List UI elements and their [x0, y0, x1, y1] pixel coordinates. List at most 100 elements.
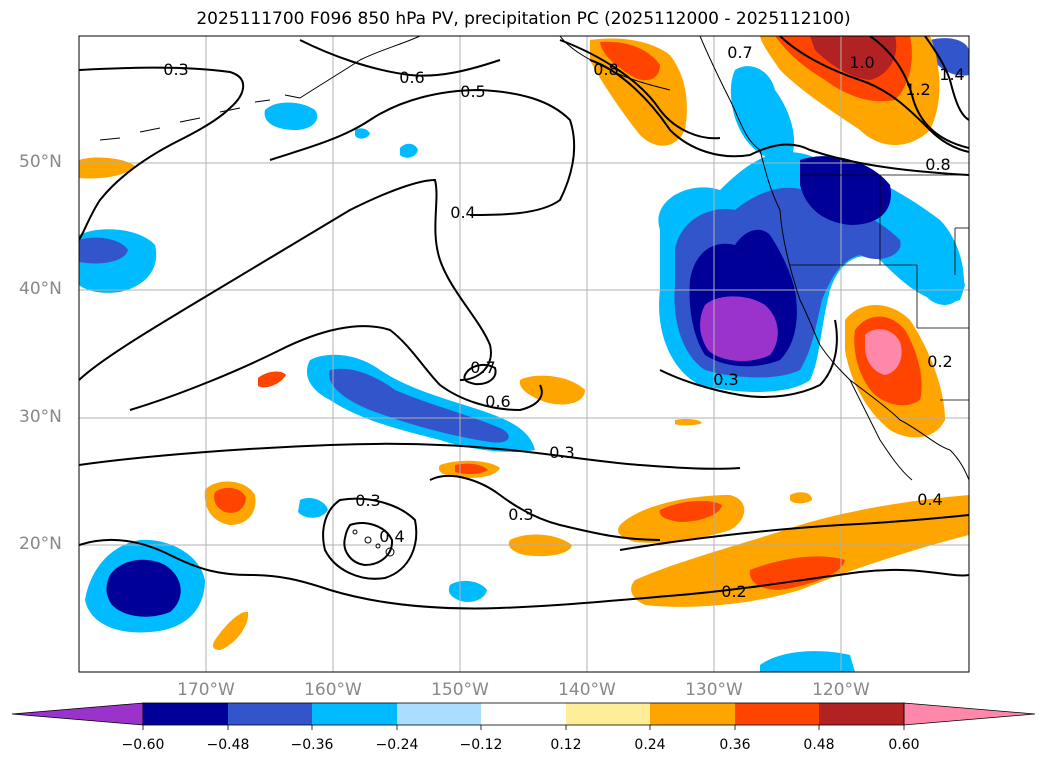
colorbar-segment [481, 703, 566, 725]
hawaii-island-4 [352, 529, 358, 535]
lat-label: 40°N [19, 279, 62, 299]
hawaii-island-1 [364, 536, 372, 544]
colorbar [11, 702, 1036, 730]
lat-label: 20°N [19, 534, 62, 554]
contour-0.3-west-coast [659, 319, 838, 398]
colorbar-segment [143, 703, 228, 725]
contour-0.2-southeast [619, 514, 969, 551]
contour-label: 0.4 [917, 490, 942, 509]
lon-label: 150°W [431, 680, 489, 700]
lat-label: 30°N [19, 407, 62, 427]
precip-region-northeast-core [810, 36, 897, 80]
pv-contour-labels: 0.3 0.6 0.5 0.8 0.7 1.0 1.2 1.4 0.8 0.4 … [163, 43, 964, 601]
contour-label: 0.3 [355, 491, 380, 510]
colorbar-tick-label: 0.48 [803, 737, 835, 753]
precip-region-small-1 [448, 580, 487, 602]
map-layers: 0.3 0.6 0.5 0.8 0.7 1.0 1.2 1.4 0.8 0.4 … [79, 36, 969, 672]
contour-0.3-south-mid [429, 475, 661, 541]
hawaii-island-3 [385, 547, 395, 557]
contour-label: 0.7 [470, 358, 495, 377]
contour-1.2 [869, 36, 969, 149]
colorbar-extend-high [903, 702, 1036, 726]
colorbar-tick-label: 0.24 [634, 737, 666, 753]
coastline-north-america [699, 36, 969, 481]
lon-label: 140°W [558, 680, 616, 700]
contour-label: 0.3 [508, 505, 533, 524]
contour-label: 0.7 [727, 43, 752, 62]
precip-region-southwest-core [106, 559, 181, 617]
contour-0.3-hawaii [322, 497, 418, 580]
precip-region-hawaii-north-core [455, 463, 488, 475]
contour-label: 0.2 [721, 582, 746, 601]
contour-label: 0.8 [593, 60, 618, 79]
contour-0.8 [589, 59, 969, 176]
contour-label: 0.6 [399, 68, 424, 87]
colorbar-tick-label: 0.12 [550, 737, 582, 753]
colorbar-segment [566, 703, 650, 725]
lat-label: 50°N [19, 152, 62, 172]
colorbar-tick-label: 0.60 [888, 737, 920, 753]
contour-0.3-north [79, 66, 245, 241]
contour-label: 0.6 [485, 392, 510, 411]
contour-label: 0.2 [927, 352, 952, 371]
contour-1.4 [924, 36, 969, 121]
precip-region-socal-core [864, 329, 902, 375]
coastline-aleutians [99, 94, 301, 141]
precip-region-gulf-alaska [264, 102, 318, 130]
colorbar-segment [397, 703, 481, 725]
precip-region-small-5 [400, 143, 418, 158]
precip-region-subtropic-jet-core [329, 368, 509, 443]
precip-region-southeast-edge [760, 651, 855, 672]
colorbar-tick-label: 0.36 [719, 737, 751, 753]
contour-0.3-mid [79, 442, 741, 470]
precip-region-small-3 [917, 258, 965, 305]
contour-label: 1.2 [905, 80, 930, 99]
lon-label: 120°W [812, 680, 870, 700]
colorbar-segment [819, 703, 904, 725]
precip-region-bc-coast [730, 66, 795, 161]
precip-region-small-6 [355, 128, 370, 139]
precip-region-southwest-streak [212, 611, 249, 650]
colorbar-segment [312, 703, 397, 725]
precip-negative-regions [79, 38, 969, 672]
lon-label: 130°W [685, 680, 743, 700]
precip-region-east-of-jet [519, 375, 585, 405]
contour-0.5 [269, 88, 576, 216]
contour-0.6-northwest [299, 39, 501, 77]
colorbar-segment [735, 703, 819, 725]
contour-0.6 [129, 325, 543, 412]
precip-region-small-orange [790, 492, 812, 504]
precip-region-west-coast-peak [700, 296, 778, 362]
colorbar-tick-label: −0.60 [121, 737, 165, 753]
graticule [79, 36, 969, 672]
contour-label: 0.4 [450, 203, 475, 222]
coastlines [99, 36, 969, 557]
contour-label: 0.3 [549, 443, 574, 462]
contour-label: 0.8 [925, 155, 950, 174]
precip-region-west-blob-core [214, 487, 246, 513]
contour-0.2-south [79, 538, 969, 610]
contour-label: 0.3 [163, 60, 188, 79]
contour-0.4-hawaii [343, 522, 394, 567]
colorbar-tick-label: −0.24 [375, 737, 419, 753]
precip-region-mid-band-core [659, 500, 722, 522]
contour-label: 0.3 [713, 370, 738, 389]
precip-region-dateline-west-core [79, 237, 128, 264]
precip-region-southeast-band-core [749, 556, 845, 590]
map-frame [78, 35, 970, 673]
hawaii-island-2 [375, 543, 381, 549]
colorbar-tick-label: −0.48 [206, 737, 250, 753]
coastline-baja [849, 379, 913, 481]
precip-region-small-2 [298, 498, 328, 518]
colorbar-frame [142, 702, 905, 726]
lon-label: 160°W [304, 680, 362, 700]
precip-region-small-orange-2 [675, 419, 702, 426]
contour-0.4-large [79, 178, 492, 381]
contour-1.0 [779, 36, 969, 153]
contour-0.7-ring [463, 363, 497, 386]
precip-region-small-red [258, 371, 286, 388]
precip-region-small-4 [930, 38, 969, 76]
precip-region-alaska-panhandle-core [600, 41, 660, 81]
colorbar-segment [650, 703, 735, 725]
